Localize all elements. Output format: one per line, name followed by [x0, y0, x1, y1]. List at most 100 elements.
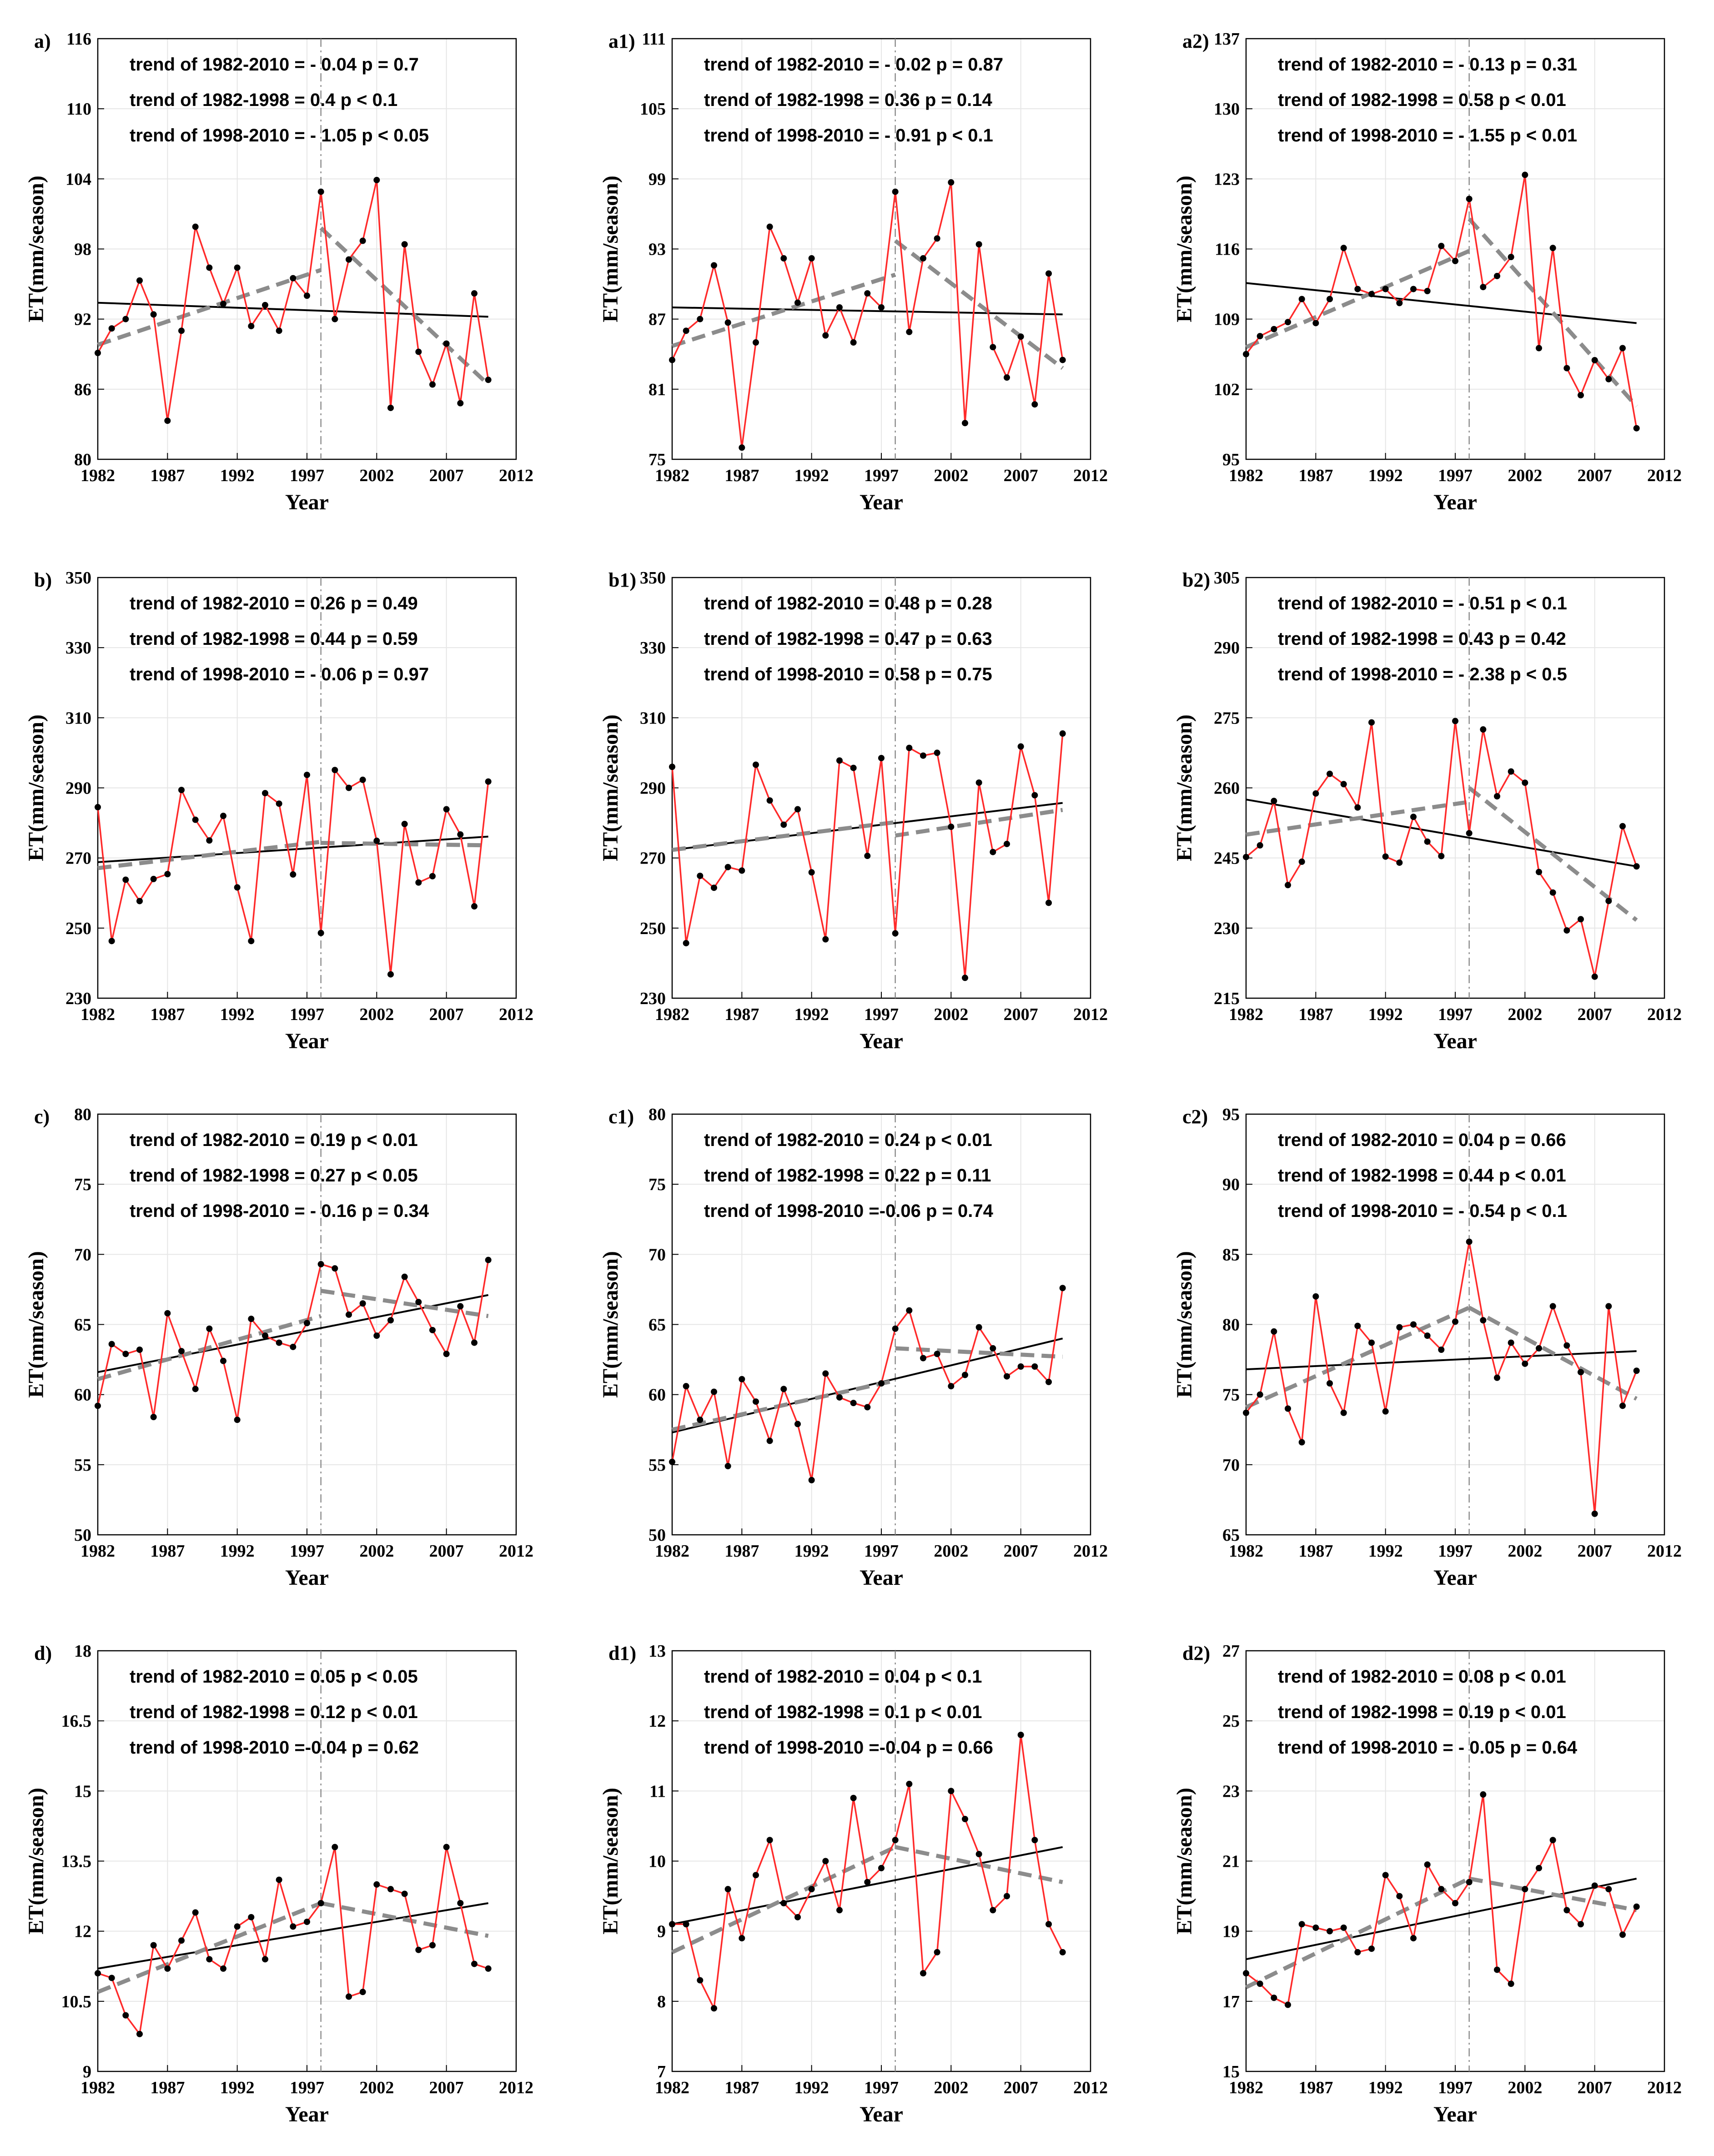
- data-point: [1410, 1935, 1417, 1942]
- trend-annotation: trend of 1982-2010 = 0.04 p = 0.66: [1278, 1130, 1566, 1150]
- data-point: [248, 323, 255, 330]
- data-point: [332, 1844, 338, 1850]
- y-tick-label: 137: [1214, 30, 1240, 49]
- y-tick-label: 80: [1222, 1316, 1240, 1335]
- x-axis-title: Year: [285, 2102, 329, 2126]
- trend-annotation: trend of 1982-2010 = 0.24 p < 0.01: [704, 1130, 992, 1150]
- data-point: [822, 332, 829, 339]
- data-point: [1312, 790, 1319, 797]
- data-point: [387, 1317, 394, 1324]
- trend-annotation: trend of 1998-2010 =-0.06 p = 0.74: [704, 1201, 994, 1221]
- data-point: [669, 1921, 675, 1928]
- data-point: [317, 188, 324, 195]
- x-tick-label: 1982: [1229, 2078, 1263, 2097]
- data-point: [1522, 779, 1528, 786]
- data-point: [1619, 1402, 1626, 1409]
- data-point: [1494, 1966, 1500, 1973]
- data-point: [1368, 291, 1375, 297]
- data-point: [850, 1400, 857, 1407]
- data-point: [1396, 1324, 1403, 1331]
- y-tick-label: 105: [640, 100, 666, 119]
- trend-line-1982-1998: [672, 820, 896, 852]
- chart-panel-a: 1982 1987 1992 1997 2002 2007 2012 80 86 92 98 104 1…: [24, 30, 533, 514]
- data-point: [136, 898, 143, 905]
- x-axis-title: Year: [860, 1566, 903, 1590]
- trend-annotation: trend of 1998-2010 = - 0.05 p = 0.64: [1278, 1738, 1578, 1758]
- x-tick-label: 1982: [80, 1542, 115, 1561]
- data-point: [206, 837, 213, 844]
- trend-line-1998-2010: [1468, 217, 1639, 408]
- y-axis-title: ET(mm/season): [24, 1788, 48, 1935]
- data-point: [387, 1886, 394, 1893]
- x-tick-label: 2002: [1508, 2078, 1542, 2097]
- x-tick-label: 2012: [499, 2078, 533, 2097]
- data-point: [262, 1956, 268, 1963]
- y-tick-label: 87: [648, 310, 666, 329]
- data-point: [1633, 1367, 1640, 1374]
- x-tick-label: 1997: [290, 1005, 324, 1024]
- data-point: [95, 350, 101, 357]
- y-tick-label: 27: [1222, 1642, 1240, 1661]
- trend-line-1982-1998: [97, 1314, 322, 1382]
- panel-label: c2): [1182, 1106, 1208, 1128]
- data-point: [1243, 1409, 1249, 1416]
- x-tick-label: 2002: [934, 466, 968, 485]
- data-point: [1424, 1332, 1431, 1339]
- data-point: [836, 1907, 843, 1914]
- data-point: [1354, 1322, 1361, 1329]
- data-point: [1578, 916, 1584, 923]
- chart-panel-d: 1982 1987 1992 1997 2002 2007 2012 9 10.5 12 13.5 1…: [24, 1642, 533, 2126]
- data-point: [990, 1907, 996, 1914]
- x-tick-label: 1987: [1298, 466, 1333, 485]
- data-point: [808, 869, 815, 876]
- data-point: [934, 235, 940, 242]
- y-tick-label: 80: [648, 1105, 666, 1124]
- data-point: [1298, 1439, 1305, 1446]
- trend-annotation: trend of 1982-2010 = 0.26 p = 0.49: [130, 593, 418, 613]
- data-point: [1354, 1949, 1361, 1955]
- data-point: [990, 849, 996, 855]
- data-point: [975, 1324, 982, 1331]
- trend-annotation: trend of 1982-1998 = 0.58 p < 0.01: [1278, 90, 1566, 110]
- data-point: [122, 2012, 129, 2019]
- data-point: [1549, 245, 1556, 251]
- data-point: [1591, 973, 1598, 980]
- data-point: [794, 806, 801, 813]
- data-point: [415, 1946, 422, 1953]
- x-tick-label: 2002: [934, 2078, 968, 2097]
- data-point: [892, 1837, 899, 1844]
- data-point: [878, 754, 885, 761]
- y-tick-label: 16.5: [61, 1712, 92, 1731]
- data-point: [1480, 1791, 1487, 1798]
- trend-annotation: trend of 1982-2010 = 0.04 p < 0.1: [704, 1667, 982, 1687]
- data-point: [1382, 286, 1389, 292]
- data-point: [1059, 730, 1066, 737]
- data-point: [276, 1339, 282, 1346]
- data-point: [1563, 365, 1570, 372]
- data-point: [346, 256, 352, 263]
- x-tick-label: 1992: [1368, 1005, 1403, 1024]
- data-point: [683, 327, 689, 334]
- data-point: [95, 804, 101, 810]
- data-point: [920, 1355, 926, 1362]
- data-point: [753, 339, 759, 346]
- x-tick-label: 2007: [1004, 1005, 1038, 1024]
- data-point: [1340, 1924, 1347, 1931]
- data-point: [304, 292, 310, 299]
- data-point: [1619, 345, 1626, 352]
- data-point: [1340, 781, 1347, 788]
- data-point: [457, 400, 464, 407]
- data-point: [457, 1303, 464, 1310]
- y-tick-label: 330: [65, 638, 91, 658]
- data-point: [359, 1300, 366, 1307]
- trend-annotation: trend of 1998-2010 = - 1.05 p < 0.05: [130, 126, 429, 146]
- x-tick-label: 1992: [794, 2078, 829, 2097]
- chart-panel-c: 1982 1987 1992 1997 2002 2007 2012 50 55 60 65 70 75…: [24, 1105, 533, 1590]
- y-tick-label: 350: [65, 568, 91, 588]
- data-point: [1619, 1931, 1626, 1938]
- data-point: [906, 1780, 913, 1787]
- data-point: [359, 1989, 366, 1995]
- x-tick-label: 1982: [1229, 1542, 1263, 1561]
- trend-annotation: trend of 1982-1998 = 0.27 p < 0.05: [130, 1166, 418, 1186]
- data-point: [317, 1900, 324, 1906]
